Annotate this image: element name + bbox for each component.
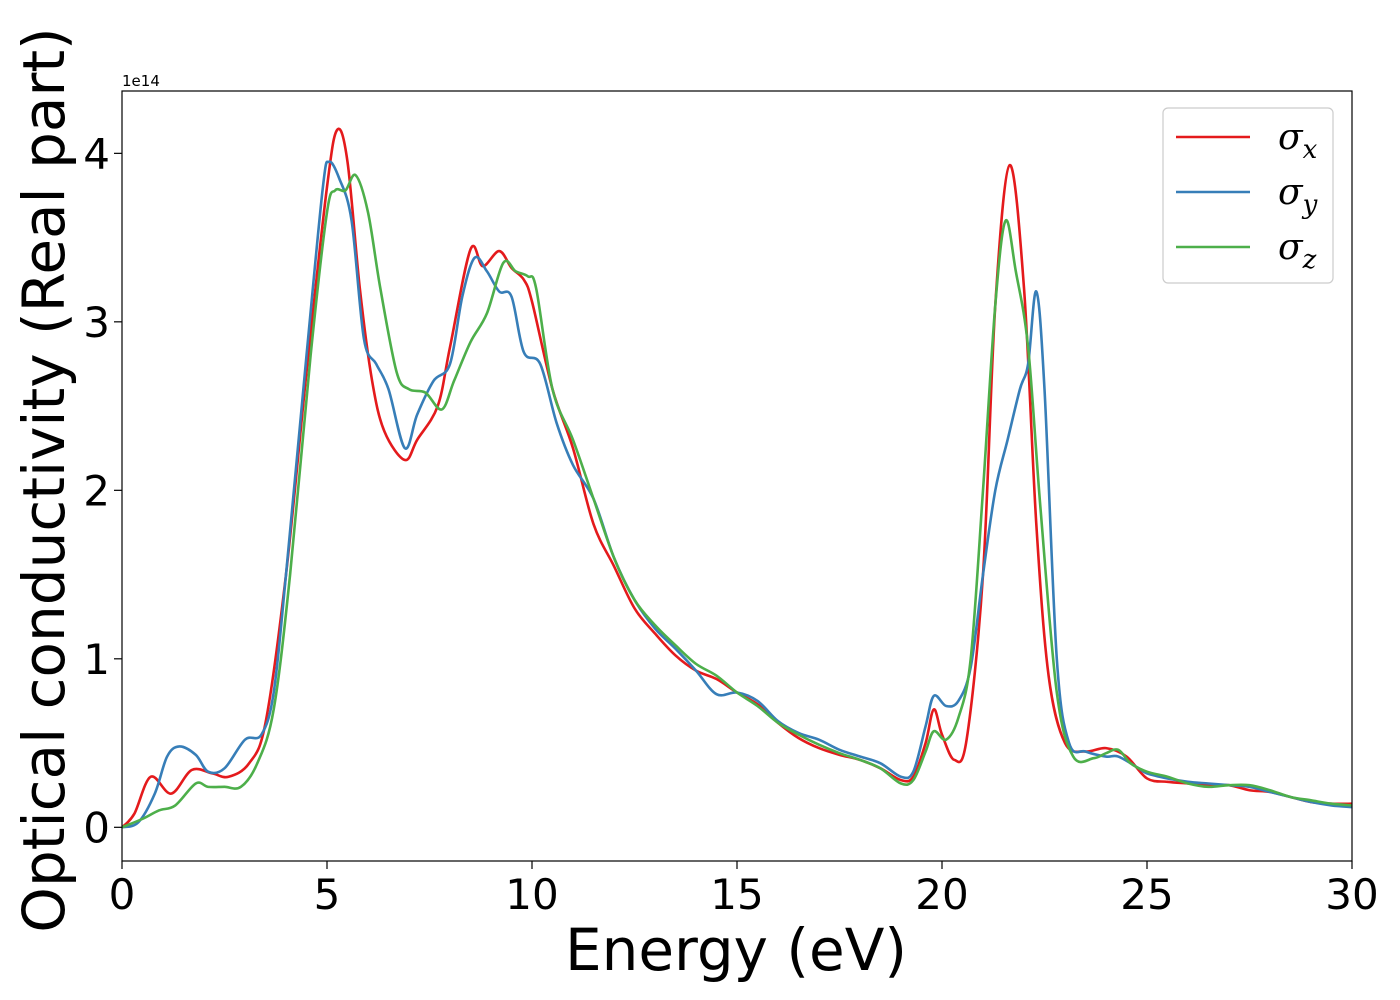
x-tick-label: 5 bbox=[314, 870, 341, 919]
legend-label-z: σz bbox=[1278, 227, 1317, 275]
series-layer bbox=[122, 127, 1352, 829]
legend-box bbox=[1162, 107, 1334, 284]
legend-label-x: σx bbox=[1278, 117, 1318, 165]
series-line-z bbox=[122, 173, 1352, 829]
x-axis-label: Energy (eV) bbox=[565, 916, 907, 984]
axes-layer: 0 5 10 15 20 25 30 0 1 2 3 4 bbox=[83, 90, 1379, 919]
x-tick-label: 10 bbox=[505, 870, 558, 919]
legend-label-y: σy bbox=[1278, 172, 1318, 220]
y-tick-label: 1 bbox=[83, 635, 110, 684]
y-tick-label: 2 bbox=[83, 466, 110, 515]
x-tick-label: 25 bbox=[1120, 870, 1173, 919]
x-tick-label: 30 bbox=[1325, 870, 1378, 919]
series-line-y bbox=[122, 160, 1352, 829]
x-tick-label: 0 bbox=[109, 870, 136, 919]
y-tick-label: 0 bbox=[83, 803, 110, 852]
legend: σx σy σz bbox=[1162, 107, 1334, 284]
y-tick-label: 4 bbox=[83, 129, 110, 178]
y-axis-offset-label: 1e14 bbox=[122, 72, 160, 90]
y-tick-label: 3 bbox=[83, 298, 110, 347]
x-tick-label: 15 bbox=[710, 870, 763, 919]
x-tick-label: 20 bbox=[915, 870, 968, 919]
y-axis-label: Optical conductivity (Real part) bbox=[10, 27, 78, 932]
